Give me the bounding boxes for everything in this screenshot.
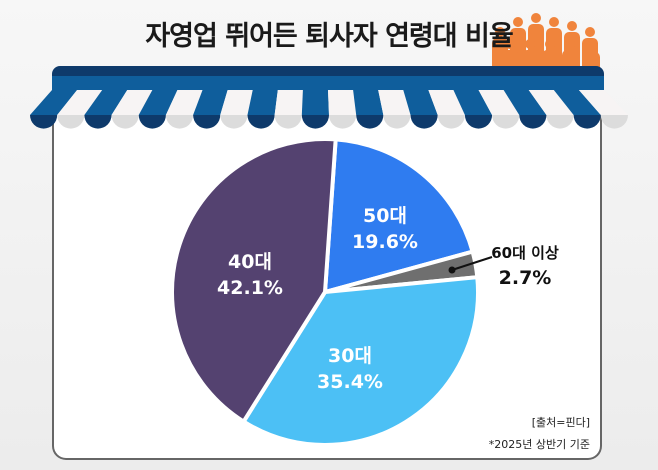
note-text: *2025년 상반기 기준 [488, 438, 590, 451]
slice-category-label: 50대 [363, 205, 407, 227]
leader-dot [448, 266, 456, 274]
slice-value-label: 19.6% [352, 231, 418, 253]
awning-band [52, 76, 604, 90]
slice-value-label: 42.1% [217, 277, 283, 299]
leader-line [451, 256, 493, 271]
pie-slice [322, 137, 476, 295]
pie-slice [240, 274, 480, 447]
page-title: 자영업 뛰어든 퇴사자 연령대 비율 [145, 21, 513, 52]
slice-value-label: 2.7% [499, 267, 552, 289]
pie-slice [170, 137, 338, 425]
slice-value-label: 35.4% [317, 371, 383, 393]
slice-category-label: 60대 이상 [491, 244, 559, 262]
source-text: [출처=핀다] [531, 416, 590, 429]
slice-category-label: 30대 [328, 345, 372, 367]
slice-category-label: 40대 [228, 251, 272, 273]
